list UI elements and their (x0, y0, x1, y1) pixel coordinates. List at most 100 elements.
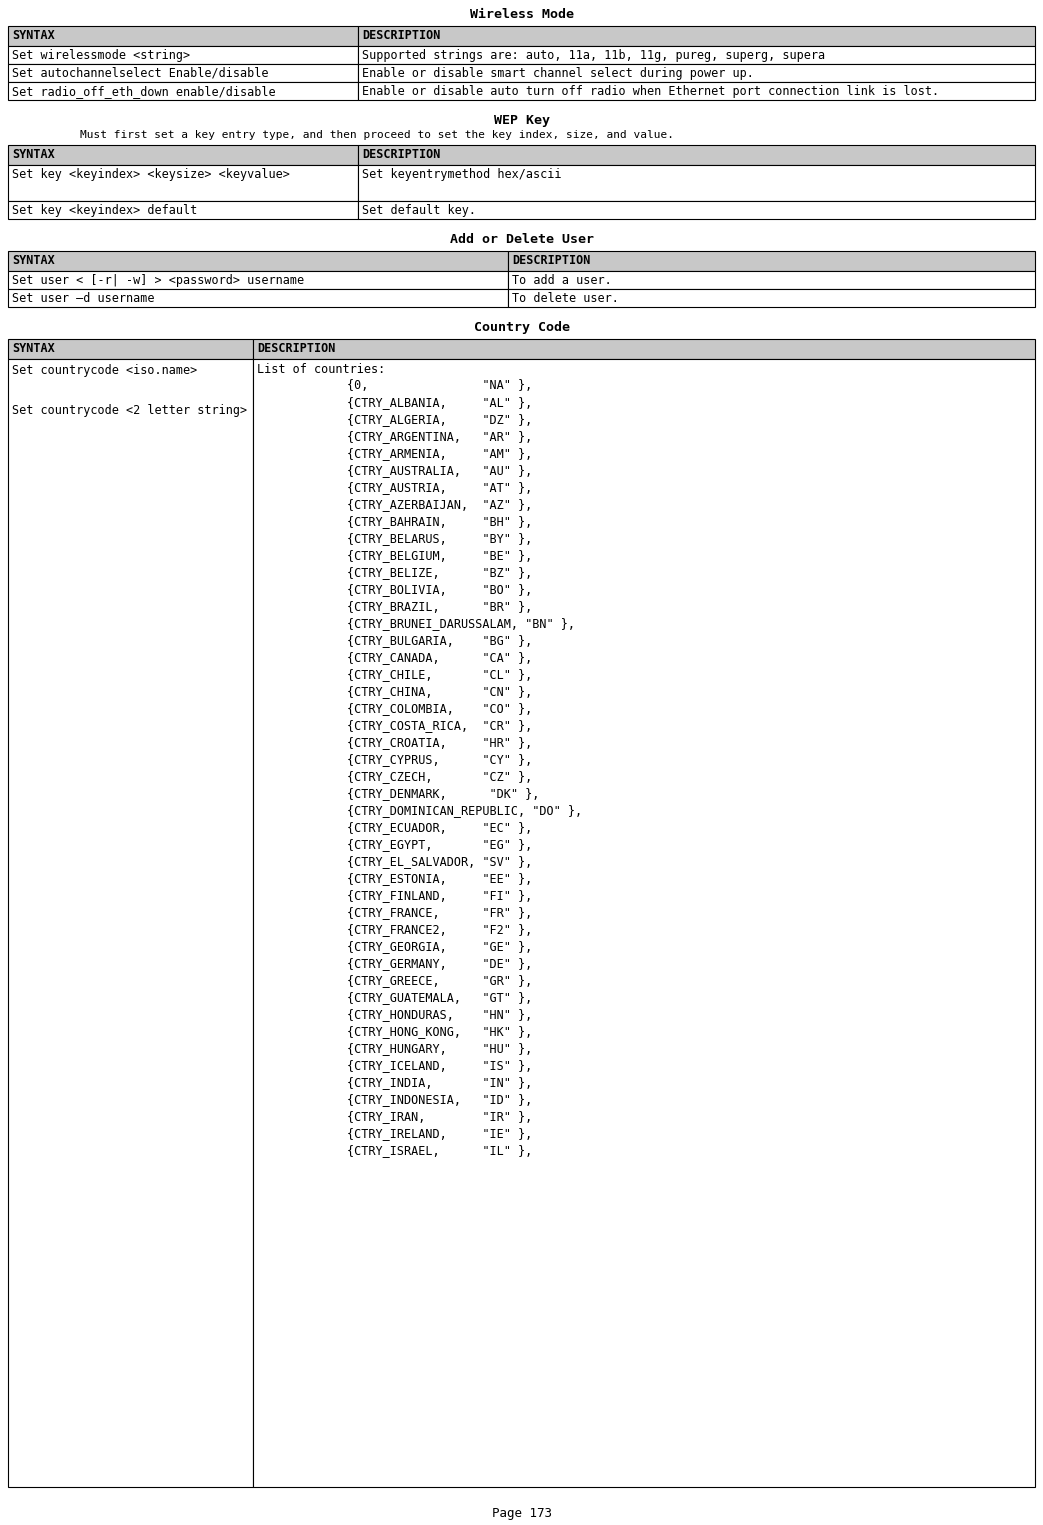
Text: {CTRY_ALBANIA,     "AL" },: {CTRY_ALBANIA, "AL" }, (347, 396, 532, 409)
Text: {CTRY_CROATIA,     "HR" },: {CTRY_CROATIA, "HR" }, (347, 737, 532, 749)
Bar (358, 64, 1035, 82)
Text: {CTRY_EL_SALVADOR, "SV" },: {CTRY_EL_SALVADOR, "SV" }, (347, 856, 532, 868)
Text: Set keyentrymethod hex/ascii: Set keyentrymethod hex/ascii (362, 168, 561, 181)
Bar (8, 64, 358, 82)
Text: SYNTAX: SYNTAX (13, 29, 54, 43)
Bar (508, 271, 1035, 290)
Text: {CTRY_BOLIVIA,     "BO" },: {CTRY_BOLIVIA, "BO" }, (347, 583, 532, 596)
Bar (8, 165, 358, 201)
Text: Page 173: Page 173 (491, 1507, 552, 1520)
Bar (8, 358, 253, 1487)
Text: {CTRY_ESTONIA,     "EE" },: {CTRY_ESTONIA, "EE" }, (347, 872, 532, 884)
Text: DESCRIPTION: DESCRIPTION (257, 342, 336, 355)
Text: {CTRY_BELARUS,     "BY" },: {CTRY_BELARUS, "BY" }, (347, 532, 532, 544)
Text: {CTRY_INDONESIA,   "ID" },: {CTRY_INDONESIA, "ID" }, (347, 1093, 532, 1106)
Text: To delete user.: To delete user. (512, 291, 618, 305)
Text: {CTRY_GEORGIA,     "GE" },: {CTRY_GEORGIA, "GE" }, (347, 939, 532, 953)
Bar (8, 82, 358, 101)
Text: Set user –d username: Set user –d username (13, 291, 154, 305)
Text: {CTRY_BRAZIL,      "BR" },: {CTRY_BRAZIL, "BR" }, (347, 599, 532, 613)
Text: {CTRY_ISRAEL,      "IL" },: {CTRY_ISRAEL, "IL" }, (347, 1144, 532, 1157)
Text: {CTRY_HUNGARY,     "HU" },: {CTRY_HUNGARY, "HU" }, (347, 1042, 532, 1055)
Text: Enable or disable auto turn off radio when Ethernet port connection link is lost: Enable or disable auto turn off radio wh… (362, 85, 939, 98)
Text: Set countrycode <2 letter string>: Set countrycode <2 letter string> (13, 404, 247, 416)
Text: {CTRY_BRUNEI_DARUSSALAM, "BN" },: {CTRY_BRUNEI_DARUSSALAM, "BN" }, (347, 618, 575, 630)
Bar (358, 46, 1035, 64)
Text: SYNTAX: SYNTAX (13, 255, 54, 267)
Text: {0,                "NA" },: {0, "NA" }, (347, 380, 532, 392)
Text: {CTRY_BAHRAIN,     "BH" },: {CTRY_BAHRAIN, "BH" }, (347, 515, 532, 528)
Text: Set countrycode <iso.name>: Set countrycode <iso.name> (13, 364, 197, 377)
Text: {CTRY_FINLAND,     "FI" },: {CTRY_FINLAND, "FI" }, (347, 889, 532, 901)
Text: {CTRY_GERMANY,     "DE" },: {CTRY_GERMANY, "DE" }, (347, 958, 532, 970)
Text: {CTRY_HONDURAS,    "HN" },: {CTRY_HONDURAS, "HN" }, (347, 1008, 532, 1022)
Text: DESCRIPTION: DESCRIPTION (362, 29, 440, 43)
Bar (508, 290, 1035, 307)
Text: {CTRY_AUSTRIA,     "AT" },: {CTRY_AUSTRIA, "AT" }, (347, 480, 532, 494)
Text: WEP Key: WEP Key (493, 114, 550, 127)
Text: {CTRY_DENMARK,      "DK" },: {CTRY_DENMARK, "DK" }, (347, 787, 539, 801)
Text: {CTRY_COSTA_RICA,  "CR" },: {CTRY_COSTA_RICA, "CR" }, (347, 718, 532, 732)
Text: {CTRY_CZECH,       "CZ" },: {CTRY_CZECH, "CZ" }, (347, 770, 532, 782)
Text: {CTRY_FRANCE,      "FR" },: {CTRY_FRANCE, "FR" }, (347, 906, 532, 920)
Text: {CTRY_ARGENTINA,   "AR" },: {CTRY_ARGENTINA, "AR" }, (347, 430, 532, 442)
Bar (8, 26, 358, 46)
Bar (8, 290, 508, 307)
Text: List of countries:: List of countries: (257, 363, 385, 377)
Text: {CTRY_DOMINICAN_REPUBLIC, "DO" },: {CTRY_DOMINICAN_REPUBLIC, "DO" }, (347, 804, 582, 817)
Text: {CTRY_HONG_KONG,   "HK" },: {CTRY_HONG_KONG, "HK" }, (347, 1025, 532, 1039)
Text: Set user < [-r| -w] > <password> username: Set user < [-r| -w] > <password> usernam… (13, 274, 305, 287)
Bar (358, 201, 1035, 220)
Text: Set wirelessmode <string>: Set wirelessmode <string> (13, 49, 190, 63)
Text: {CTRY_IRELAND,     "IE" },: {CTRY_IRELAND, "IE" }, (347, 1127, 532, 1141)
Text: {CTRY_GUATEMALA,   "GT" },: {CTRY_GUATEMALA, "GT" }, (347, 991, 532, 1003)
Bar (358, 165, 1035, 201)
Text: {CTRY_IRAN,        "IR" },: {CTRY_IRAN, "IR" }, (347, 1110, 532, 1122)
Text: {CTRY_ALGERIA,     "DZ" },: {CTRY_ALGERIA, "DZ" }, (347, 413, 532, 425)
Text: {CTRY_INDIA,       "IN" },: {CTRY_INDIA, "IN" }, (347, 1077, 532, 1089)
Text: {CTRY_ECUADOR,     "EC" },: {CTRY_ECUADOR, "EC" }, (347, 820, 532, 834)
Text: Country Code: Country Code (474, 320, 569, 334)
Text: {CTRY_GREECE,      "GR" },: {CTRY_GREECE, "GR" }, (347, 974, 532, 987)
Text: Add or Delete User: Add or Delete User (450, 233, 593, 246)
Text: {CTRY_CYPRUS,      "CY" },: {CTRY_CYPRUS, "CY" }, (347, 753, 532, 766)
Bar (253, 339, 1035, 358)
Bar (358, 145, 1035, 165)
Text: SYNTAX: SYNTAX (13, 342, 54, 355)
Text: {CTRY_FRANCE2,     "F2" },: {CTRY_FRANCE2, "F2" }, (347, 923, 532, 936)
Bar (8, 46, 358, 64)
Bar (508, 252, 1035, 271)
Text: Set autochannelselect Enable/disable: Set autochannelselect Enable/disable (13, 67, 268, 79)
Text: {CTRY_EGYPT,       "EG" },: {CTRY_EGYPT, "EG" }, (347, 839, 532, 851)
Bar (253, 358, 1035, 1487)
Text: {CTRY_COLOMBIA,    "CO" },: {CTRY_COLOMBIA, "CO" }, (347, 702, 532, 715)
Text: Wireless Mode: Wireless Mode (469, 8, 574, 21)
Text: Supported strings are: auto, 11a, 11b, 11g, pureg, superg, supera: Supported strings are: auto, 11a, 11b, 1… (362, 49, 825, 63)
Bar (358, 26, 1035, 46)
Text: SYNTAX: SYNTAX (13, 148, 54, 162)
Text: Must first set a key entry type, and then proceed to set the key index, size, an: Must first set a key entry type, and the… (80, 130, 674, 140)
Text: {CTRY_ICELAND,     "IS" },: {CTRY_ICELAND, "IS" }, (347, 1058, 532, 1072)
Text: {CTRY_ARMENIA,     "AM" },: {CTRY_ARMENIA, "AM" }, (347, 447, 532, 461)
Text: {CTRY_BELIZE,      "BZ" },: {CTRY_BELIZE, "BZ" }, (347, 566, 532, 580)
Text: Set radio_off_eth_down enable/disable: Set radio_off_eth_down enable/disable (13, 85, 275, 98)
Text: {CTRY_CHILE,       "CL" },: {CTRY_CHILE, "CL" }, (347, 668, 532, 682)
Text: DESCRIPTION: DESCRIPTION (362, 148, 440, 162)
Text: Set default key.: Set default key. (362, 204, 476, 217)
Text: {CTRY_AUSTRALIA,   "AU" },: {CTRY_AUSTRALIA, "AU" }, (347, 464, 532, 477)
Text: Enable or disable smart channel select during power up.: Enable or disable smart channel select d… (362, 67, 754, 79)
Text: {CTRY_CANADA,      "CA" },: {CTRY_CANADA, "CA" }, (347, 651, 532, 663)
Bar (8, 201, 358, 220)
Bar (8, 252, 508, 271)
Text: DESCRIPTION: DESCRIPTION (512, 255, 590, 267)
Bar (8, 145, 358, 165)
Bar (8, 271, 508, 290)
Text: {CTRY_BELGIUM,     "BE" },: {CTRY_BELGIUM, "BE" }, (347, 549, 532, 563)
Text: {CTRY_CHINA,       "CN" },: {CTRY_CHINA, "CN" }, (347, 685, 532, 698)
Text: {CTRY_BULGARIA,    "BG" },: {CTRY_BULGARIA, "BG" }, (347, 634, 532, 647)
Bar (358, 82, 1035, 101)
Text: To add a user.: To add a user. (512, 274, 612, 287)
Text: Set key <keyindex> <keysize> <keyvalue>: Set key <keyindex> <keysize> <keyvalue> (13, 168, 290, 181)
Text: Set key <keyindex> default: Set key <keyindex> default (13, 204, 197, 217)
Bar (8, 339, 253, 358)
